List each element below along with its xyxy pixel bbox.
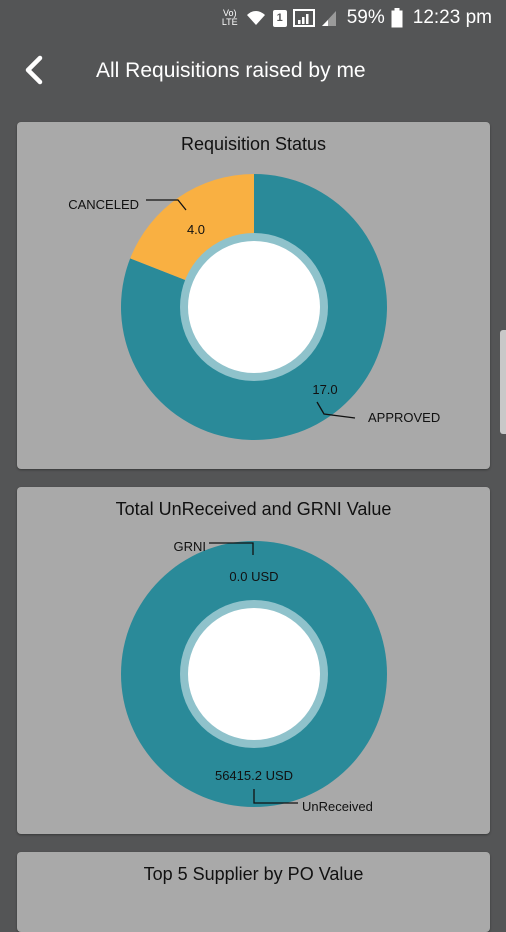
chevron-left-icon bbox=[25, 55, 43, 85]
status-bar: Vo) LTE 1 59% 12:23 pm bbox=[0, 0, 506, 36]
grni-value-donut-chart: 56415.2 USD UnReceived 0.0 USD GRNI bbox=[121, 539, 387, 814]
requisition-status-donut-chart: 17.0 APPROVED 4.0 CANCELED bbox=[68, 174, 440, 440]
leader-line bbox=[209, 542, 254, 555]
top-supplier-card: Top 5 Supplier by PO Value bbox=[17, 852, 490, 932]
donut-hole bbox=[188, 608, 320, 740]
battery-icon bbox=[391, 8, 403, 28]
clock: 12:23 pm bbox=[412, 7, 492, 28]
category-label: APPROVED bbox=[368, 410, 440, 425]
data-label: 56415.2 USD bbox=[215, 768, 293, 783]
signal-weak-icon bbox=[321, 11, 336, 26]
data-label: 4.0 bbox=[187, 222, 205, 237]
donut-hole bbox=[188, 241, 320, 373]
sim-icon: 1 bbox=[272, 9, 287, 27]
card-title: Total UnReceived and GRNI Value bbox=[115, 499, 392, 519]
data-label: 0.0 USD bbox=[229, 569, 278, 584]
status-icons: Vo) LTE 1 bbox=[221, 9, 337, 27]
leader-line bbox=[253, 789, 298, 804]
volte-icon: Vo) LTE bbox=[221, 8, 238, 27]
leader-line bbox=[146, 199, 187, 211]
scroll-indicator[interactable] bbox=[500, 330, 506, 434]
card-title: Requisition Status bbox=[180, 134, 327, 154]
category-label: CANCELED bbox=[68, 197, 139, 212]
leader-line bbox=[316, 401, 356, 419]
card-title: Top 5 Supplier by PO Value bbox=[143, 864, 364, 884]
back-button[interactable] bbox=[14, 50, 54, 90]
battery-percent: 59% bbox=[346, 7, 385, 28]
grni-value-card: Total UnReceived and GRNI Value 56415.2 … bbox=[17, 487, 490, 834]
app-bar: All Requisitions raised by me bbox=[0, 36, 506, 106]
category-label: UnReceived bbox=[302, 799, 373, 814]
category-label: GRNI bbox=[174, 539, 207, 554]
requisition-status-card: Requisition Status 17.0 APPROVED 4.0 CANCEL… bbox=[17, 122, 490, 469]
signal-icon bbox=[292, 9, 315, 27]
page-title: All Requisitions raised by me bbox=[96, 59, 366, 82]
wifi-icon bbox=[246, 11, 265, 25]
data-label: 17.0 bbox=[312, 382, 337, 397]
